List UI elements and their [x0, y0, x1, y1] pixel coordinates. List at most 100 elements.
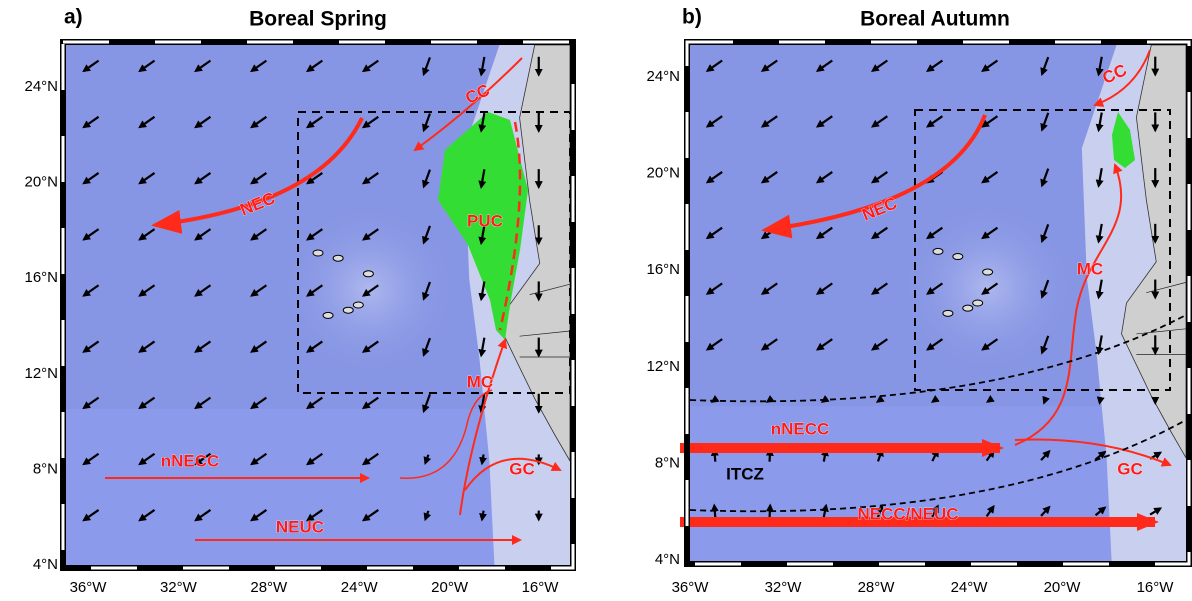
lat-label: 20°N	[24, 174, 58, 191]
wind-arrow	[981, 115, 999, 128]
island	[932, 247, 944, 255]
wind-arrow	[981, 282, 999, 295]
wind-arrow	[138, 452, 156, 466]
wind-arrow	[194, 340, 212, 353]
frame-pattern	[61, 40, 575, 570]
itcz-line	[689, 314, 1187, 403]
island	[362, 270, 374, 278]
lat-label: 24°N	[646, 68, 680, 85]
wind-arrow	[981, 59, 999, 72]
wind-arrow	[1095, 168, 1104, 188]
wind-arrow	[815, 59, 833, 72]
current-label: ITCZ	[726, 464, 764, 483]
wind-arrow	[82, 509, 100, 522]
current-label: NECC/NEUC	[857, 504, 958, 523]
wind-arrow	[760, 171, 778, 184]
wind-arrow	[361, 452, 379, 466]
wind-arrow	[1040, 449, 1051, 461]
panel-label: a)	[64, 6, 83, 29]
wind-arrow	[760, 59, 778, 72]
current-label: GC	[509, 459, 535, 478]
island	[952, 253, 964, 261]
current-label: NEUC	[276, 517, 324, 536]
current-arrow	[498, 121, 522, 331]
wind-arrow	[1095, 223, 1104, 244]
current-label: MC	[467, 372, 493, 391]
wind-arrow	[1094, 450, 1107, 461]
lat-label: 16°N	[24, 269, 58, 286]
wind-arrow	[250, 452, 268, 466]
wind-arrow	[1095, 335, 1104, 356]
wind-arrow	[870, 115, 888, 128]
wind-arrow	[705, 171, 723, 184]
ocean-deep	[690, 406, 1186, 561]
lon-label: 28°W	[858, 579, 896, 596]
wind-arrow	[765, 395, 775, 403]
current-arrow	[151, 117, 364, 234]
wind-arrow	[82, 115, 100, 129]
wind-arrow	[138, 172, 156, 185]
wind-arrow	[926, 338, 944, 351]
wind-arrow	[361, 340, 379, 353]
borders	[1136, 282, 1187, 355]
current-arrow	[399, 389, 493, 479]
wind-arrow	[875, 395, 885, 403]
wind-arrow	[361, 59, 379, 73]
wind-arrow	[479, 454, 488, 466]
wind-arrow	[705, 59, 723, 72]
island	[982, 268, 994, 276]
wind-arrow	[422, 113, 431, 133]
lat-label: 8°N	[655, 454, 680, 471]
wind-arrow	[820, 503, 829, 518]
wind-arrow	[760, 282, 778, 295]
frame-pattern	[685, 40, 1191, 566]
lat-label: 20°N	[646, 165, 680, 182]
current-arrow	[464, 457, 562, 491]
wind-arrow	[361, 396, 379, 410]
wind-arrow	[870, 226, 888, 240]
island	[342, 306, 354, 314]
wind-arrow	[361, 115, 379, 129]
panel-label: b)	[682, 6, 702, 29]
wind-arrow	[305, 396, 323, 410]
island	[942, 309, 954, 317]
wind-arrow	[760, 338, 778, 351]
wind-arrow	[194, 509, 212, 522]
wind-arrow	[194, 228, 212, 241]
wind-arrow	[1040, 279, 1050, 299]
wind-arrow	[1040, 168, 1050, 188]
wind-arrow	[423, 454, 432, 466]
wind-arrow	[870, 282, 888, 295]
current-arrow	[1014, 163, 1123, 446]
wind-arrow	[1095, 112, 1104, 133]
wind-arrow	[82, 284, 100, 297]
wind-arrow	[705, 226, 723, 240]
island	[962, 304, 974, 312]
current-arrow	[1093, 49, 1151, 107]
wind-arrow	[361, 172, 379, 185]
wind-arrow	[138, 396, 156, 410]
wind-arrow	[478, 112, 487, 133]
lon-label: 32°W	[765, 579, 803, 596]
wind-arrow	[870, 59, 888, 72]
wind-arrow	[981, 171, 999, 184]
wind-arrow	[422, 56, 431, 77]
wind-arrow	[931, 504, 939, 518]
wind-arrow	[422, 337, 431, 357]
lon-label: 36°W	[70, 579, 108, 596]
wind-arrow	[760, 115, 778, 128]
wind-arrow	[361, 284, 379, 297]
wind-arrow	[305, 172, 323, 185]
wind-arrow	[870, 338, 888, 351]
wind-arrow	[478, 56, 487, 77]
wind-arrow	[138, 59, 156, 73]
wind-arrow	[985, 395, 995, 403]
island	[352, 301, 364, 309]
wind-arrow	[305, 452, 323, 466]
wind-arrow	[422, 281, 431, 301]
lon-label: 32°W	[160, 579, 198, 596]
island	[322, 311, 334, 319]
wind-arrow	[194, 59, 212, 73]
lon-label: 28°W	[250, 579, 288, 596]
wind-arrow	[250, 396, 268, 410]
